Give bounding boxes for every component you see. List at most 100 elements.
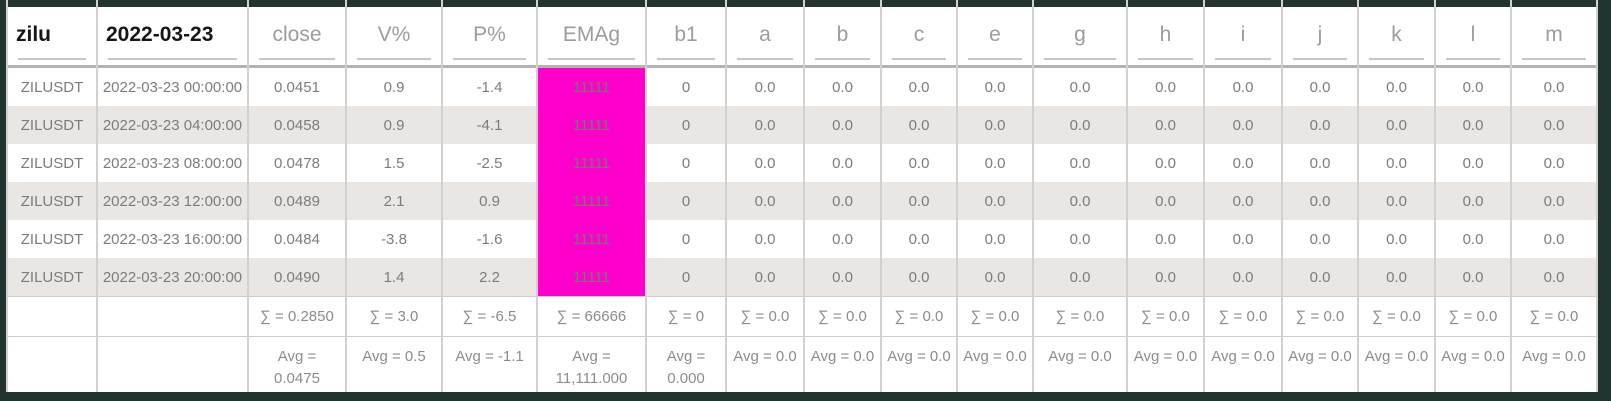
table-cell: 0.0 [958,68,1032,106]
sum-cell: ∑ = 3.0 [347,296,441,336]
table-cell: 0.0484 [249,220,345,258]
table-cell: 0.0 [882,68,956,106]
column-header-label: j [1317,23,1323,46]
table-cell: 0.0 [1359,258,1434,296]
table-cell: 0.0 [1283,258,1357,296]
sum-cell: ∑ = 0.0 [1283,296,1357,336]
emag-highlight-cell: 11111 [538,220,645,258]
avg-cell: Avg = 0.0 [1034,336,1126,392]
column-header-label: k [1391,23,1402,46]
header-underline [1215,58,1271,60]
avg-row: Avg = 0.0475 Avg = 0.5 Avg = -1.1 Avg = 11,… [8,336,1596,392]
table-body: ZILUSDT 2022-03-23 00:00:00 0.0451 0.9 -1.4 1… [8,68,1596,392]
sum-cell: ∑ = 0.0 [805,296,880,336]
table-cell: 0.0 [1283,106,1357,144]
sum-cell: ∑ = 0.0 [1034,296,1126,336]
avg-cell: Avg = 0.0 [958,336,1032,392]
table-cell: 0.0 [727,68,803,106]
header-underline [1044,58,1116,60]
column-header-label: V% [377,23,411,46]
table-row: ZILUSDT 2022-03-23 20:00:00 0.0490 1.4 2.2 11… [8,258,1596,296]
emag-highlight-cell: 11111 [538,144,645,182]
header-underline [1369,58,1424,60]
table-cell: 0.0 [1436,68,1510,106]
table-cell: 0.0 [1128,68,1203,106]
table-cell: 0.0 [1205,144,1281,182]
header-underline [18,58,86,60]
header-underline [357,58,431,60]
column-header-label: c [913,23,925,46]
column-header-label: 2022-03-23 [106,23,214,46]
emag-highlight-cell: 11111 [538,106,645,144]
table-cell: ZILUSDT [8,144,96,182]
column-header-label: b1 [674,23,698,46]
table-cell: 0.0 [805,220,880,258]
column-header-label: P% [473,23,506,46]
column-header-emag: EMAg [538,0,645,68]
table-row: ZILUSDT 2022-03-23 16:00:00 0.0484 -3.8 -1.6… [8,220,1596,258]
table-cell: 0.0 [1034,182,1126,220]
table-cell: 0.0 [1034,258,1126,296]
sum-cell: ∑ = 0.0 [958,296,1032,336]
emag-highlight-cell: 11111 [538,182,645,220]
emag-highlight-cell: 11111 [538,258,645,296]
table-cell: 2022-03-23 00:00:00 [98,68,247,106]
table-cell: -3.8 [347,220,441,258]
table-cell: 0.0 [727,144,803,182]
column-header-label: i [1240,23,1246,46]
column-header-label: m [1545,23,1563,46]
table-cell: 0 [647,220,725,258]
table-cell: 0.0478 [249,144,345,182]
sum-cell: ∑ = 0.0 [1359,296,1434,336]
table-cell: 0.0 [958,258,1032,296]
header-underline [548,58,635,60]
table-cell: 0.0 [882,220,956,258]
table-row: ZILUSDT 2022-03-23 08:00:00 0.0478 1.5 -2.5 1… [8,144,1596,182]
sum-cell: ∑ = 0.0 [1128,296,1203,336]
avg-cell: Avg = 0.0 [805,336,880,392]
table-cell: 2022-03-23 04:00:00 [98,106,247,144]
sum-cell: ∑ = 0 [647,296,725,336]
avg-cell: Avg = 0.0 [882,336,956,392]
sum-cell [8,296,96,336]
column-header-b: b [805,0,880,68]
avg-cell: Avg = 0.0 [727,336,803,392]
column-header-m: m [1512,0,1596,68]
table-cell: 0.0 [1359,182,1434,220]
header-underline [815,58,870,60]
table-cell: 0.0 [1205,182,1281,220]
table-cell: 0.0 [727,182,803,220]
table-cell: 0.9 [347,68,441,106]
column-header-c: c [882,0,956,68]
table-cell: 0.0 [958,144,1032,182]
avg-cell: Avg = 0.0 [1359,336,1434,392]
avg-cell: Avg = 0.0 [1436,336,1510,392]
avg-cell: Avg = 0.0475 [249,336,345,392]
table-cell: ZILUSDT [8,106,96,144]
table-cell: 0.9 [443,182,536,220]
table-cell: 2022-03-23 08:00:00 [98,144,247,182]
table-cell: 0.0 [1128,106,1203,144]
sum-row: ∑ = 0.2850 ∑ = 3.0 ∑ = -6.5 ∑ = 66666 ∑ = 0 ∑… [8,296,1596,336]
table-cell: 0.0 [805,258,880,296]
table-cell: 0.0 [1205,106,1281,144]
table-cell: 0.0458 [249,106,345,144]
column-header-j: j [1283,0,1357,68]
column-header-label: b [836,23,849,46]
header-underline [737,58,793,60]
table-cell: 0.0 [1359,220,1434,258]
table-cell: ZILUSDT [8,258,96,296]
sum-cell: ∑ = 66666 [538,296,645,336]
table-cell: 2.2 [443,258,536,296]
avg-cell [8,336,96,392]
table-cell: 0 [647,258,725,296]
table-cell: 0.0 [1512,182,1596,220]
table-cell: 0.0 [1283,182,1357,220]
table-cell: 0.0 [1128,144,1203,182]
table-cell: 0.0 [1283,220,1357,258]
header-underline [108,58,237,60]
column-header-label: e [989,23,1001,46]
table-cell: 0.0 [727,106,803,144]
table-cell: 0 [647,144,725,182]
